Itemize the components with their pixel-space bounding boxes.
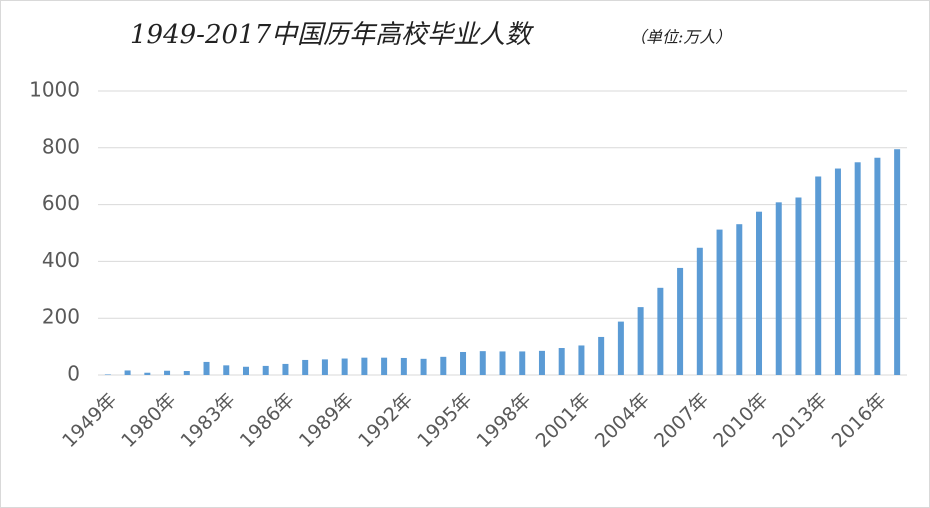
bar xyxy=(874,157,881,375)
bar xyxy=(223,365,230,375)
bar xyxy=(104,374,111,375)
bar xyxy=(321,359,328,375)
bar xyxy=(242,366,249,375)
bar xyxy=(183,371,190,375)
bar xyxy=(400,357,407,375)
bar xyxy=(420,358,427,375)
bar xyxy=(736,224,743,375)
bar xyxy=(795,197,802,375)
bar xyxy=(775,202,782,375)
bar xyxy=(440,356,447,375)
bar xyxy=(696,247,703,375)
bar xyxy=(262,365,269,375)
bar xyxy=(677,267,684,375)
bar xyxy=(460,351,467,375)
bar xyxy=(381,357,388,375)
bar xyxy=(756,211,763,375)
bar xyxy=(716,229,723,375)
y-tick-label: 0 xyxy=(67,362,80,386)
bar xyxy=(578,345,585,375)
bar xyxy=(815,176,822,375)
y-tick-label: 600 xyxy=(42,191,80,215)
bar xyxy=(499,351,506,375)
bar xyxy=(519,351,526,375)
bar xyxy=(834,168,841,375)
y-tick-label: 400 xyxy=(42,248,80,272)
chart-title: 1949-2017中国历年高校毕业人数 xyxy=(130,20,534,50)
bar xyxy=(302,359,309,375)
bar xyxy=(854,162,861,375)
bar xyxy=(282,363,289,375)
bar xyxy=(203,361,210,375)
bar xyxy=(894,149,901,375)
bar xyxy=(617,321,624,375)
chart-subtitle: （单位:万人） xyxy=(630,28,731,47)
bar xyxy=(144,372,151,375)
bar xyxy=(341,358,348,375)
bar xyxy=(479,351,486,375)
y-tick-label: 200 xyxy=(42,305,80,329)
y-tick-label: 1000 xyxy=(29,78,80,102)
bar xyxy=(598,336,605,375)
y-tick-label: 800 xyxy=(42,134,80,158)
bar xyxy=(637,307,644,375)
bar xyxy=(538,350,545,375)
bar xyxy=(558,348,565,375)
bar xyxy=(164,370,171,375)
bar xyxy=(124,370,131,375)
bar xyxy=(657,287,664,375)
bar xyxy=(361,357,368,375)
